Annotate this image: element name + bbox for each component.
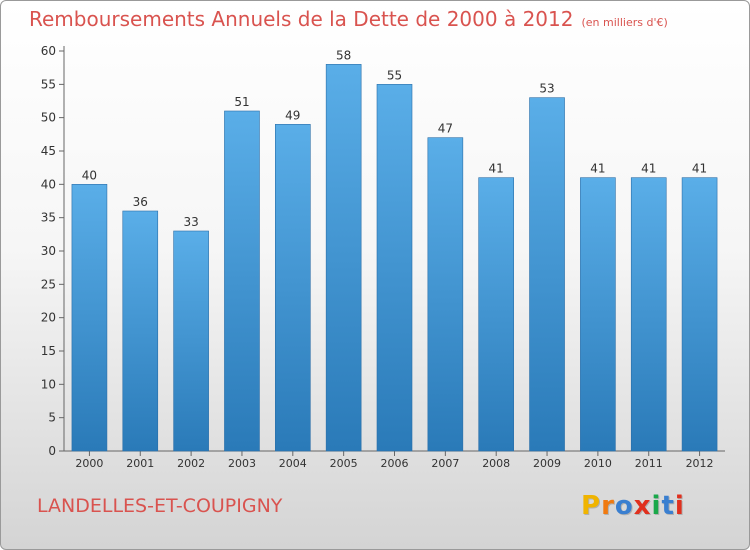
y-tick-label: 50 xyxy=(41,111,56,125)
bar-value-label: 41 xyxy=(641,162,656,176)
logo-letter: x xyxy=(633,491,652,521)
y-tick-label: 20 xyxy=(41,311,56,325)
y-tick-label: 25 xyxy=(41,277,56,291)
x-tick-label: 2012 xyxy=(686,457,714,470)
labels: 40 2000 36 2001 33 2002 51 2003 49 2004 58 2005 55 20… xyxy=(75,48,713,470)
bar xyxy=(275,124,311,452)
y-tick-label: 5 xyxy=(48,411,56,425)
x-tick-label: 2007 xyxy=(431,457,459,470)
y-tick-label: 55 xyxy=(41,77,56,91)
bar xyxy=(122,210,159,452)
proxiti-logo: Proxiti xyxy=(581,491,685,521)
bar xyxy=(580,177,616,452)
x-tick-label: 2010 xyxy=(584,457,612,470)
y-tick-label: 10 xyxy=(41,377,56,391)
logo-letter: t xyxy=(661,491,675,521)
title-text: Remboursements Annuels de la Dette de 20… xyxy=(29,7,574,31)
bar-value-label: 33 xyxy=(183,215,198,229)
chart-subtitle: (en milliers d'€) xyxy=(581,16,668,29)
bar-value-label: 40 xyxy=(82,168,97,182)
chart-title: Remboursements Annuels de la Dette de 20… xyxy=(29,7,668,31)
x-tick-label: 2001 xyxy=(126,457,154,470)
x-tick-label: 2006 xyxy=(381,457,409,470)
logo-letter: o xyxy=(614,491,634,521)
x-tick-label: 2005 xyxy=(330,457,358,470)
bar xyxy=(173,230,209,452)
bar-value-label: 41 xyxy=(692,162,707,176)
x-tick-label: 2003 xyxy=(228,457,256,470)
bar xyxy=(681,177,718,452)
y-tick-label: 0 xyxy=(48,444,56,458)
x-tick-label: 2002 xyxy=(177,457,205,470)
bar xyxy=(529,97,565,452)
axes: 0 5 10 15 20 25 30 35 40 45 50 55 60 xyxy=(41,44,725,458)
bar xyxy=(224,110,260,452)
bar xyxy=(427,137,464,452)
x-tick-label: 2009 xyxy=(533,457,561,470)
x-tick-label: 2011 xyxy=(635,457,663,470)
y-tick-label: 60 xyxy=(41,44,56,58)
commune-name: LANDELLES-ET-COUPIGNY xyxy=(37,495,283,517)
x-tick-label: 2008 xyxy=(482,457,510,470)
y-tick-label: 30 xyxy=(41,244,56,258)
bar xyxy=(376,84,413,452)
y-tick-label: 40 xyxy=(41,177,56,191)
bar-value-label: 55 xyxy=(387,68,402,82)
bar-value-label: 58 xyxy=(336,48,351,62)
y-tick-label: 15 xyxy=(41,344,56,358)
bar-value-label: 49 xyxy=(285,108,300,122)
logo-letter: P xyxy=(581,491,602,521)
bar xyxy=(630,177,667,452)
y-tick-label: 35 xyxy=(41,211,56,225)
bar-value-label: 51 xyxy=(234,95,249,109)
logo-letter: r xyxy=(601,491,615,521)
logo-letter: i xyxy=(651,491,662,521)
bar-value-label: 41 xyxy=(489,162,504,176)
bars xyxy=(71,64,718,452)
bar xyxy=(71,184,108,452)
bar-value-label: 36 xyxy=(133,195,148,209)
bar-value-label: 47 xyxy=(438,122,453,136)
bar xyxy=(478,177,514,452)
y-tick-label: 45 xyxy=(41,144,56,158)
bar-value-label: 53 xyxy=(539,82,554,96)
bar xyxy=(325,64,362,452)
bar-value-label: 41 xyxy=(590,162,605,176)
x-tick-label: 2000 xyxy=(75,457,103,470)
logo-letter: i xyxy=(674,491,685,521)
x-tick-label: 2004 xyxy=(279,457,307,470)
